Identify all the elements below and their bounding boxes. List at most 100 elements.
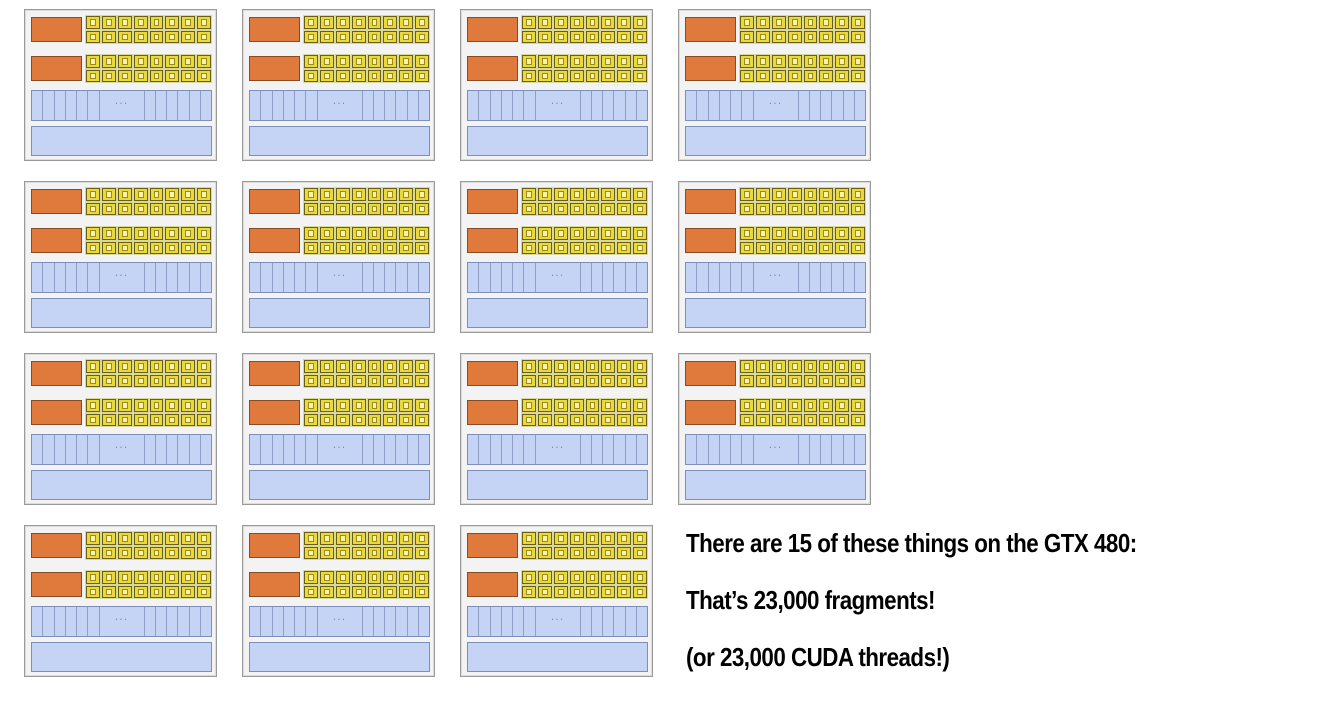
alu-core bbox=[633, 374, 647, 387]
alu-core bbox=[383, 585, 398, 598]
context-slot bbox=[250, 435, 262, 464]
alu-core bbox=[537, 532, 552, 545]
context-slot bbox=[479, 263, 491, 292]
fetch-decode-block bbox=[249, 189, 300, 214]
context-slot bbox=[261, 607, 273, 636]
alu-core bbox=[740, 399, 754, 412]
alu-core bbox=[755, 69, 770, 82]
alu-core bbox=[133, 69, 148, 82]
context-slot bbox=[284, 607, 295, 636]
shared-memory-block bbox=[31, 642, 212, 672]
alu-core bbox=[149, 188, 164, 201]
alu-core bbox=[740, 360, 754, 373]
alu-core bbox=[740, 227, 754, 240]
alu-core bbox=[601, 30, 616, 43]
alu-core bbox=[633, 227, 647, 240]
fetch-decode-block bbox=[467, 56, 518, 81]
alu-core bbox=[835, 399, 850, 412]
alu-core bbox=[633, 30, 647, 43]
context-slot bbox=[43, 91, 55, 120]
fetch-decode-block bbox=[31, 56, 82, 81]
alu-core bbox=[617, 532, 632, 545]
alu-core bbox=[181, 202, 196, 215]
alu-core bbox=[101, 399, 116, 412]
context-slot bbox=[284, 263, 295, 292]
alu-core bbox=[319, 202, 334, 215]
alu-core bbox=[383, 16, 398, 29]
context-slot bbox=[306, 91, 318, 120]
alu-core bbox=[633, 399, 647, 412]
context-slot bbox=[32, 263, 44, 292]
context-slot bbox=[810, 91, 821, 120]
alu-core bbox=[803, 399, 818, 412]
alu-core bbox=[86, 30, 100, 43]
context-slot bbox=[88, 91, 100, 120]
alu-core bbox=[367, 360, 382, 373]
alu-core bbox=[553, 241, 568, 254]
context-slot bbox=[592, 607, 603, 636]
alu-core bbox=[851, 227, 865, 240]
alu-core bbox=[86, 532, 100, 545]
alu-group bbox=[85, 226, 212, 255]
alu-core bbox=[351, 413, 366, 426]
alu-core bbox=[165, 30, 180, 43]
alu-core bbox=[304, 202, 318, 215]
alu-core bbox=[181, 532, 196, 545]
alu-core bbox=[86, 585, 100, 598]
alu-core bbox=[383, 202, 398, 215]
alu-core bbox=[537, 227, 552, 240]
context-slot bbox=[592, 263, 603, 292]
alu-core bbox=[304, 360, 318, 373]
alu-core bbox=[851, 188, 865, 201]
alu-core bbox=[117, 532, 132, 545]
context-slot bbox=[720, 91, 731, 120]
context-slot bbox=[479, 435, 491, 464]
context-slot bbox=[419, 263, 429, 292]
alu-core bbox=[803, 202, 818, 215]
alu-core bbox=[86, 188, 100, 201]
alu-core bbox=[537, 585, 552, 598]
alu-core bbox=[585, 55, 600, 68]
alu-core bbox=[819, 30, 834, 43]
alu-core bbox=[117, 399, 132, 412]
alu-core bbox=[335, 241, 350, 254]
alu-core bbox=[537, 16, 552, 29]
context-slot bbox=[799, 91, 810, 120]
alu-core bbox=[117, 30, 132, 43]
alu-core bbox=[617, 360, 632, 373]
context-slot bbox=[686, 435, 698, 464]
alu-core bbox=[149, 202, 164, 215]
alu-group bbox=[303, 54, 430, 83]
alu-core bbox=[522, 202, 536, 215]
alu-core bbox=[133, 16, 148, 29]
alu-core bbox=[117, 413, 132, 426]
alu-core bbox=[181, 227, 196, 240]
alu-core bbox=[537, 399, 552, 412]
context-slot bbox=[295, 607, 307, 636]
alu-core bbox=[319, 360, 334, 373]
alu-core bbox=[117, 227, 132, 240]
context-slot bbox=[261, 435, 273, 464]
alu-core bbox=[601, 55, 616, 68]
alu-core bbox=[819, 413, 834, 426]
alu-core bbox=[383, 30, 398, 43]
alu-core bbox=[553, 374, 568, 387]
context-slot bbox=[55, 607, 66, 636]
alu-core bbox=[819, 360, 834, 373]
shared-memory-block bbox=[31, 470, 212, 500]
alu-core bbox=[537, 360, 552, 373]
context-slot bbox=[637, 263, 647, 292]
alu-core bbox=[335, 55, 350, 68]
alu-core bbox=[181, 16, 196, 29]
sm-unit: ··· bbox=[24, 181, 217, 333]
alu-core bbox=[740, 202, 754, 215]
context-slot bbox=[77, 435, 89, 464]
execution-context-storage: ··· bbox=[31, 434, 212, 465]
alu-group bbox=[303, 359, 430, 388]
alu-core bbox=[319, 55, 334, 68]
alu-core bbox=[415, 241, 429, 254]
alu-core bbox=[522, 241, 536, 254]
alu-core bbox=[86, 16, 100, 29]
alu-core bbox=[335, 30, 350, 43]
shared-memory-block bbox=[467, 126, 648, 156]
